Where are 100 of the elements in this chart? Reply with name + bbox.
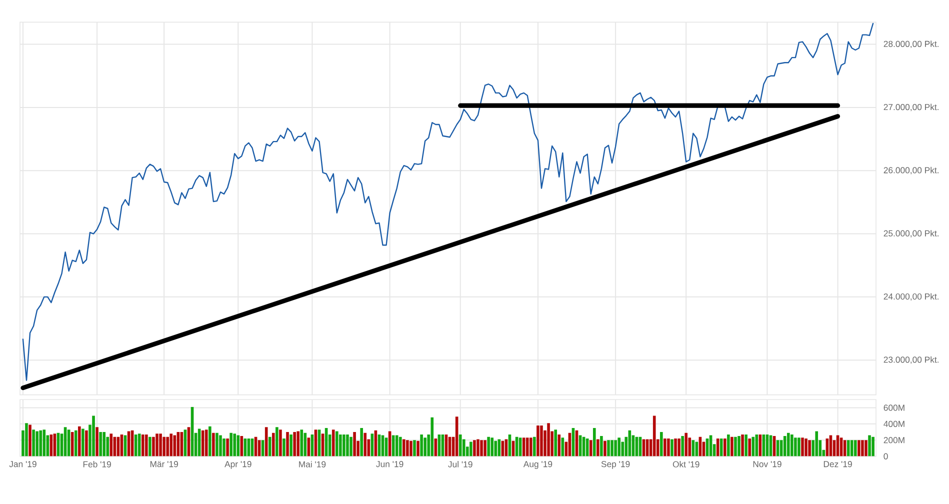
bar — [720, 438, 723, 456]
bar — [589, 440, 592, 456]
bar — [854, 440, 857, 456]
bar — [353, 432, 356, 456]
bar — [145, 434, 148, 456]
bar — [769, 435, 772, 456]
y-tick-label: 600M — [884, 404, 904, 411]
bar — [96, 427, 98, 456]
bar — [39, 430, 42, 456]
bar — [272, 432, 275, 456]
bar — [674, 438, 677, 456]
bar — [204, 430, 208, 456]
bar — [99, 432, 102, 456]
bar — [858, 440, 860, 456]
bar — [652, 416, 656, 456]
y-tick-label: 25.000,00 Pkt. — [884, 230, 938, 238]
bar — [222, 438, 226, 456]
bar — [290, 434, 292, 456]
bar — [458, 434, 462, 456]
bar — [360, 428, 363, 456]
bar — [596, 439, 600, 456]
bar — [216, 432, 218, 456]
y-tick-label: 28.000,00 Pkt. — [884, 40, 938, 48]
y-tick-label: 27.000,00 Pkt. — [884, 104, 938, 112]
bar — [558, 434, 561, 456]
bar — [230, 432, 232, 456]
x-tick-label: Jul '19 — [448, 461, 472, 468]
bar — [498, 439, 501, 456]
bar — [332, 430, 335, 456]
bar — [786, 432, 790, 456]
bar — [798, 438, 800, 456]
bar — [734, 436, 737, 456]
bar — [755, 434, 758, 456]
bar — [350, 436, 352, 456]
bar — [540, 426, 543, 456]
x-tick-label: Mai '19 — [299, 461, 326, 468]
bar — [684, 432, 688, 456]
bar — [279, 430, 282, 456]
bar — [864, 440, 868, 456]
x-tick-label: Jan '19 — [9, 461, 36, 468]
bar — [607, 440, 610, 456]
bar — [420, 434, 423, 456]
bar — [102, 432, 106, 456]
bar — [201, 430, 204, 456]
bar — [233, 434, 236, 456]
bar — [536, 426, 540, 456]
bar — [240, 436, 244, 456]
bar — [804, 438, 808, 456]
bar — [78, 426, 81, 456]
bar — [395, 435, 398, 456]
bar — [212, 432, 215, 456]
bar — [681, 436, 684, 456]
x-tick-label: Sep '19 — [601, 461, 630, 469]
y-tick-label: 400M — [884, 420, 904, 427]
bar — [660, 432, 663, 456]
bar — [618, 438, 620, 456]
bar — [413, 440, 416, 456]
bar — [74, 430, 78, 456]
bar — [296, 431, 300, 456]
bar — [614, 440, 617, 456]
x-tick-label: Dez '19 — [824, 461, 852, 468]
bar — [783, 436, 786, 456]
bar — [604, 440, 606, 456]
bar — [398, 436, 402, 456]
bar — [286, 432, 289, 456]
bar — [236, 435, 240, 456]
bar — [219, 435, 222, 456]
bar — [494, 440, 498, 456]
bar — [36, 431, 38, 456]
bar — [846, 440, 850, 456]
bar — [264, 427, 268, 456]
bar — [476, 439, 480, 456]
bar — [872, 436, 874, 456]
y-tick-label: 26.000,00 Pkt. — [884, 166, 938, 174]
bar — [730, 436, 734, 456]
bar — [342, 434, 346, 456]
x-tick-label: Okt '19 — [672, 461, 700, 468]
bar — [794, 438, 797, 456]
bar — [561, 438, 564, 456]
bar — [547, 423, 550, 456]
x-tick-label: Jun '19 — [376, 461, 404, 468]
bar — [744, 434, 748, 456]
bar — [678, 438, 680, 456]
bar — [434, 438, 438, 456]
x-tick-label: Feb '19 — [83, 461, 111, 468]
bar — [148, 436, 152, 456]
bar — [300, 430, 304, 456]
bar — [276, 427, 278, 456]
bar — [208, 426, 212, 456]
bar — [32, 430, 35, 456]
bar — [402, 439, 406, 456]
bar — [738, 436, 740, 456]
bar — [473, 440, 476, 456]
bar — [470, 442, 472, 456]
bar — [554, 430, 558, 456]
bar — [861, 440, 864, 456]
bar — [801, 438, 804, 456]
bar — [85, 430, 88, 456]
bar — [522, 438, 526, 456]
y-tick-label: 24.000,00 Pkt. — [884, 293, 938, 301]
